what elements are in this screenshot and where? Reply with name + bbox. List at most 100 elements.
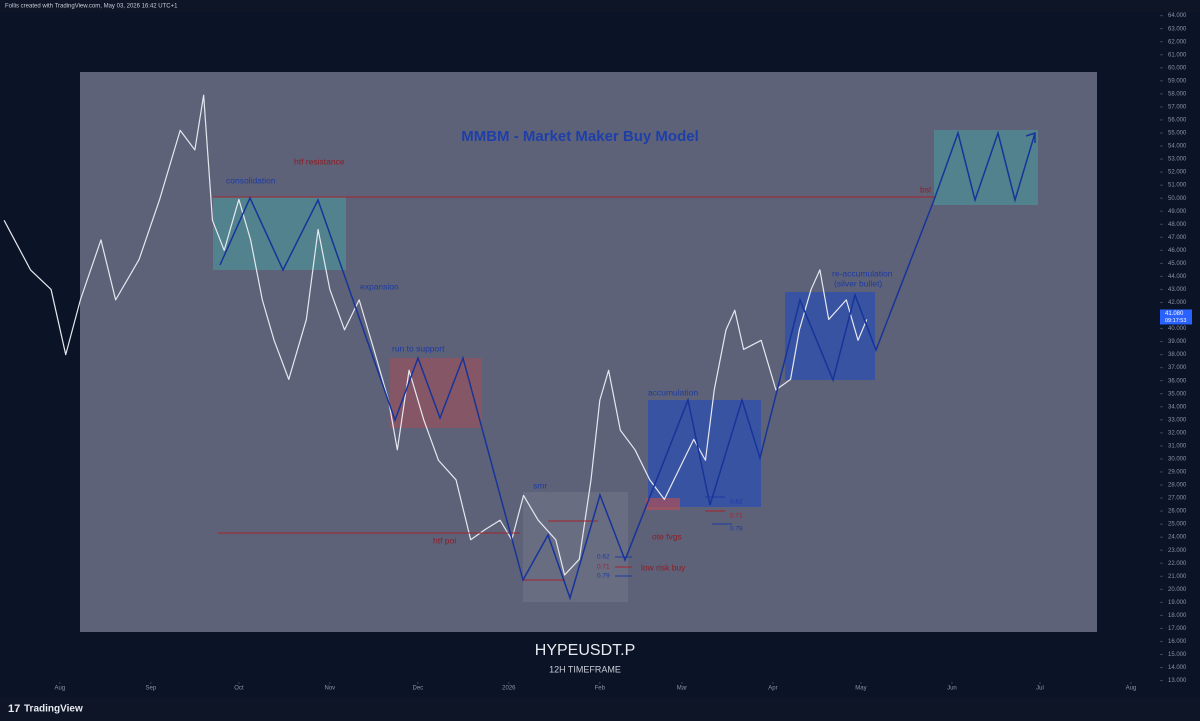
annotation: consolidation bbox=[226, 175, 276, 185]
annotation: run to support bbox=[392, 343, 445, 353]
annotation: htf resistance bbox=[294, 156, 345, 166]
y-tick-label: 49.000 bbox=[1168, 209, 1187, 215]
y-tick-label: 56.000 bbox=[1168, 118, 1187, 124]
y-tick-label: 38.000 bbox=[1168, 352, 1187, 358]
header-text: Follis created with TradingView.com, May… bbox=[5, 4, 178, 10]
fib-label: 0.79 bbox=[730, 526, 743, 533]
y-tick-label: 13.000 bbox=[1168, 678, 1187, 684]
chart-title: MMBM - Market Maker Buy Model bbox=[461, 128, 699, 145]
y-tick-label: 22.000 bbox=[1168, 561, 1187, 567]
y-tick-label: 35.000 bbox=[1168, 391, 1187, 397]
y-tick-label: 24.000 bbox=[1168, 535, 1187, 541]
x-tick-label: May bbox=[855, 686, 866, 692]
y-tick-label: 43.000 bbox=[1168, 287, 1187, 293]
x-tick-label: Aug bbox=[1126, 686, 1137, 692]
y-tick-label: 17.000 bbox=[1168, 626, 1187, 632]
y-tick-label: 50.000 bbox=[1168, 196, 1187, 202]
y-tick-label: 54.000 bbox=[1168, 144, 1187, 150]
arrowhead bbox=[1025, 131, 1036, 143]
projection-path bbox=[219, 130, 1036, 601]
countdown: 09:17:53 bbox=[1165, 318, 1186, 324]
y-tick-label: 44.000 bbox=[1168, 274, 1187, 280]
x-tick-label: Apr bbox=[768, 686, 777, 692]
y-tick-label: 23.000 bbox=[1168, 548, 1187, 554]
x-tick-label: Jul bbox=[1036, 686, 1044, 692]
zone-box bbox=[523, 492, 628, 602]
x-tick-label: Jun bbox=[947, 686, 957, 692]
x-tick-label: Oct bbox=[234, 686, 244, 692]
y-tick-label: 25.000 bbox=[1168, 522, 1187, 528]
annotation: ote fvgs bbox=[652, 531, 682, 541]
x-tick-label: Sep bbox=[145, 686, 156, 692]
timeframe: 12H TIMEFRAME bbox=[549, 664, 621, 674]
x-tick-label: Aug bbox=[55, 686, 66, 692]
y-tick-label: 46.000 bbox=[1168, 248, 1187, 254]
y-tick-label: 48.000 bbox=[1168, 222, 1187, 228]
x-tick-label: Feb bbox=[595, 686, 606, 692]
logo-mark: 17 bbox=[8, 703, 20, 715]
time-scale: Aug Sep Oct Nov Dec 2026 Feb Mar Apr May Jun Jul Aug bbox=[55, 682, 1137, 692]
y-tick-label: 39.000 bbox=[1168, 339, 1187, 345]
y-tick-label: 33.000 bbox=[1168, 417, 1187, 423]
y-tick-label: 32.000 bbox=[1168, 430, 1187, 436]
x-tick-label: Nov bbox=[324, 686, 335, 692]
y-tick-label: 52.000 bbox=[1168, 170, 1187, 176]
y-tick-label: 42.000 bbox=[1168, 300, 1187, 306]
y-tick-label: 59.000 bbox=[1168, 78, 1187, 84]
symbol: HYPEUSDT.P bbox=[535, 642, 635, 659]
last-price-label: 41.080 bbox=[1165, 311, 1184, 317]
annotation: accumulation bbox=[648, 387, 698, 397]
price-line bbox=[3, 94, 868, 576]
y-tick-label: 62.000 bbox=[1168, 39, 1187, 45]
y-tick-label: 15.000 bbox=[1168, 652, 1187, 658]
brand: TradingView bbox=[24, 704, 83, 715]
top-bar bbox=[0, 0, 1200, 12]
zone-box bbox=[646, 498, 680, 510]
last-price-marker bbox=[1160, 309, 1192, 325]
y-tick-label: 36.000 bbox=[1168, 378, 1187, 384]
y-tick-label: 16.000 bbox=[1168, 639, 1187, 645]
annotation: low risk buy bbox=[641, 562, 686, 572]
x-tick-label: 2026 bbox=[502, 686, 516, 692]
zone-box bbox=[648, 400, 761, 507]
y-tick-label: 14.000 bbox=[1168, 665, 1187, 671]
annotation: smr bbox=[533, 480, 547, 490]
bottom-bar bbox=[0, 698, 1200, 721]
y-tick-label: 60.000 bbox=[1168, 65, 1187, 71]
zone-box bbox=[390, 358, 482, 428]
y-tick-label: 45.000 bbox=[1168, 261, 1187, 267]
y-tick-label: 27.000 bbox=[1168, 496, 1187, 502]
fib-label: 0.71 bbox=[730, 513, 743, 520]
fib-label: 0.62 bbox=[730, 499, 743, 506]
price-scale: 13.000 14.000 15.000 16.000 17.000 18.000 19.0… bbox=[1160, 13, 1192, 684]
y-tick-label: 53.000 bbox=[1168, 157, 1187, 163]
y-tick-label: 26.000 bbox=[1168, 509, 1187, 515]
annotation: bsl bbox=[920, 184, 931, 194]
y-tick-label: 47.000 bbox=[1168, 235, 1187, 241]
y-tick-label: 55.000 bbox=[1168, 131, 1187, 137]
y-tick-label: 19.000 bbox=[1168, 600, 1187, 606]
y-tick-label: 37.000 bbox=[1168, 365, 1187, 371]
annotation: re-accumulation bbox=[832, 268, 893, 278]
y-tick-label: 20.000 bbox=[1168, 587, 1187, 593]
y-tick-label: 64.000 bbox=[1168, 13, 1187, 19]
price-layer bbox=[3, 94, 868, 576]
y-tick-label: 61.000 bbox=[1168, 52, 1187, 58]
zone-box bbox=[213, 197, 346, 270]
annotation: htf poi bbox=[433, 535, 456, 545]
fib-label: 0.62 bbox=[597, 554, 610, 561]
y-tick-label: 57.000 bbox=[1168, 104, 1187, 110]
y-tick-label: 58.000 bbox=[1168, 91, 1187, 97]
y-tick-label: 31.000 bbox=[1168, 443, 1187, 449]
annotation: expansion bbox=[360, 281, 399, 291]
y-tick-label: 28.000 bbox=[1168, 483, 1187, 489]
y-tick-label: 63.000 bbox=[1168, 26, 1187, 32]
y-tick-label: 40.000 bbox=[1168, 326, 1187, 332]
y-tick-label: 21.000 bbox=[1168, 574, 1187, 580]
x-tick-label: Dec bbox=[413, 686, 424, 692]
y-tick-label: 29.000 bbox=[1168, 470, 1187, 476]
annotation: (silver bullet) bbox=[834, 278, 882, 288]
x-tick-label: Mar bbox=[677, 686, 687, 692]
y-tick-label: 18.000 bbox=[1168, 613, 1187, 619]
